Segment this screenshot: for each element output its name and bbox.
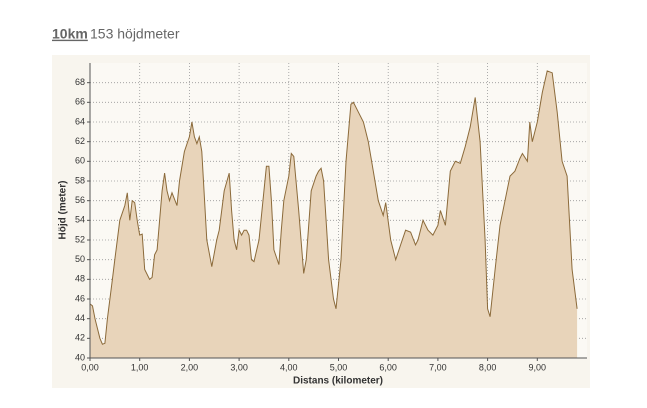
y-tick-label: 48 [75, 274, 85, 284]
x-tick-label: 8,00 [479, 362, 497, 372]
y-tick-label: 64 [75, 116, 85, 126]
y-tick-label: 68 [75, 77, 85, 87]
area-fill [90, 70, 578, 359]
y-tick-label: 54 [75, 215, 85, 225]
y-tick-label: 58 [75, 175, 85, 185]
y-tick-label: 46 [75, 293, 85, 303]
x-tick-label: 9,00 [529, 362, 547, 372]
distance-link[interactable]: 10km [52, 26, 88, 42]
elevation-line [89, 70, 578, 345]
x-tick-label: 1,00 [131, 362, 149, 372]
y-tick-label: 60 [75, 156, 85, 166]
x-tick-label: 6,00 [379, 362, 397, 372]
y-tick-label: 52 [75, 234, 85, 244]
y-tick-label: 40 [75, 352, 85, 362]
x-tick-label: 7,00 [429, 362, 447, 372]
x-axis-label: Distans (kilometer) [293, 376, 383, 387]
y-axis-label: Höjd (meter) [58, 181, 69, 240]
x-tick-label: 5,00 [330, 362, 348, 372]
x-tick-label: 2,00 [181, 362, 199, 372]
x-tick-label: 4,00 [280, 362, 298, 372]
x-tick-label: 3,00 [230, 362, 248, 372]
y-tick-label: 62 [75, 136, 85, 146]
y-tick-label: 66 [75, 97, 85, 107]
y-tick-label: 50 [75, 254, 85, 264]
y-tick-label: 44 [75, 313, 85, 323]
x-tick-label: 0,00 [81, 362, 99, 372]
climb: 153 höjdmeter [90, 26, 180, 42]
y-tick-label: 42 [75, 333, 85, 343]
y-tick-label: 56 [75, 195, 85, 205]
